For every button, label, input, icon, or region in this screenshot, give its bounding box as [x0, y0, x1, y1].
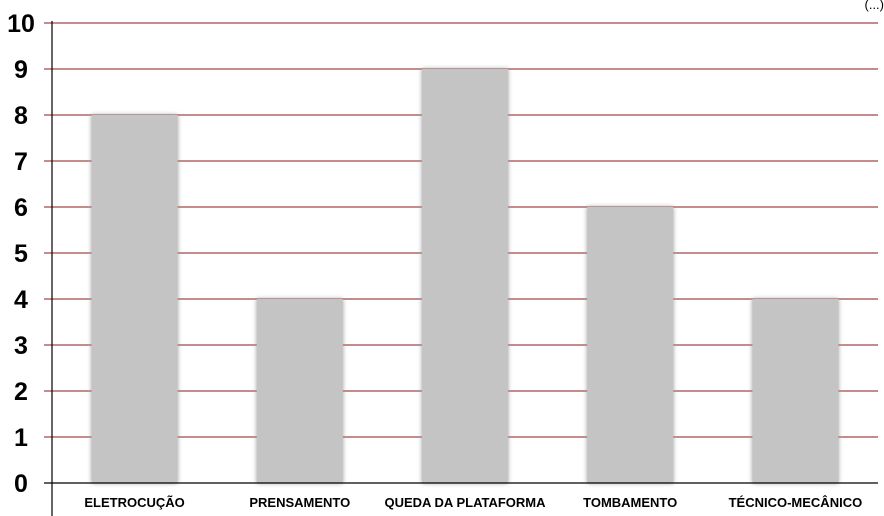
bar [91, 115, 178, 483]
y-axis-ticks: 0 1 2 3 4 5 6 7 8 9 10 [7, 10, 35, 498]
bar [256, 299, 343, 483]
x-tick-label: QUEDA DA PLATAFORMA [384, 495, 546, 510]
axes [44, 21, 878, 516]
x-tick-label: TÉCNICO-MECÂNICO [729, 495, 863, 510]
corner-note: (...) [865, 0, 884, 12]
x-axis-ticks: ELETROCUÇÃO PRENSAMENTO QUEDA DA PLATAFORM… [84, 495, 862, 510]
bars [91, 69, 839, 483]
y-tick-label: 9 [14, 56, 28, 84]
x-tick-label: PRENSAMENTO [249, 495, 350, 510]
bar [422, 69, 508, 483]
y-tick-label: 8 [14, 102, 28, 130]
y-tick-label: 6 [14, 194, 28, 222]
bar [587, 207, 674, 483]
y-tick-label: 10 [7, 10, 35, 38]
y-tick-label: 4 [14, 286, 28, 314]
y-tick-label: 3 [14, 332, 28, 360]
y-tick-label: 2 [14, 378, 28, 406]
y-tick-label: 1 [14, 424, 28, 452]
bar [752, 299, 839, 483]
y-tick-label: 0 [14, 470, 28, 498]
y-tick-label: 5 [14, 240, 28, 268]
x-tick-label: TOMBAMENTO [583, 495, 677, 510]
y-tick-label: 7 [14, 148, 28, 176]
x-tick-label: ELETROCUÇÃO [84, 495, 184, 510]
